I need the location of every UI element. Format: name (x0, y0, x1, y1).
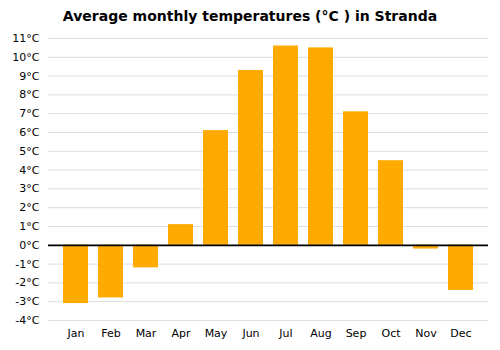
svg-text:Jul: Jul (278, 327, 292, 340)
html-text:Average monthly temperatures (: Average monthly temperatures (°C ) in St… (62, 8, 438, 24)
svg-text:May: May (205, 327, 228, 340)
svg-text:3°C: 3°C (19, 182, 39, 195)
svg-text:Aug: Aug (310, 327, 331, 340)
svg-text:9°C: 9°C (19, 70, 39, 83)
svg-text:1°C: 1°C (19, 220, 39, 233)
svg-text:0°C: 0°C (19, 239, 39, 252)
svg-text:Mar: Mar (136, 327, 157, 340)
svg-text:Jun: Jun (241, 327, 259, 340)
svg-text:Dec: Dec (450, 327, 471, 340)
svg-text:2°C: 2°C (19, 201, 39, 214)
svg-text:-3°C: -3°C (15, 295, 39, 308)
svg-text:8°C: 8°C (19, 88, 39, 101)
svg-text:-1°C: -1°C (15, 258, 39, 271)
svg-text:11°C: 11°C (12, 32, 39, 45)
svg-text:Apr: Apr (171, 327, 191, 340)
svg-text:6°C: 6°C (19, 126, 39, 139)
svg-text:5°C: 5°C (19, 145, 39, 158)
svg-text:Nov: Nov (415, 327, 437, 340)
svg-text:Sep: Sep (346, 327, 367, 340)
svg-text:7°C: 7°C (19, 107, 39, 120)
svg-text:10°C: 10°C (12, 51, 39, 64)
svg-text:Oct: Oct (381, 327, 401, 340)
svg-text:4°C: 4°C (19, 164, 39, 177)
svg-text:Feb: Feb (101, 327, 120, 340)
svg-text:-4°C: -4°C (15, 314, 39, 327)
svg-text:-2°C: -2°C (15, 276, 39, 289)
svg-text:Jan: Jan (67, 327, 85, 340)
